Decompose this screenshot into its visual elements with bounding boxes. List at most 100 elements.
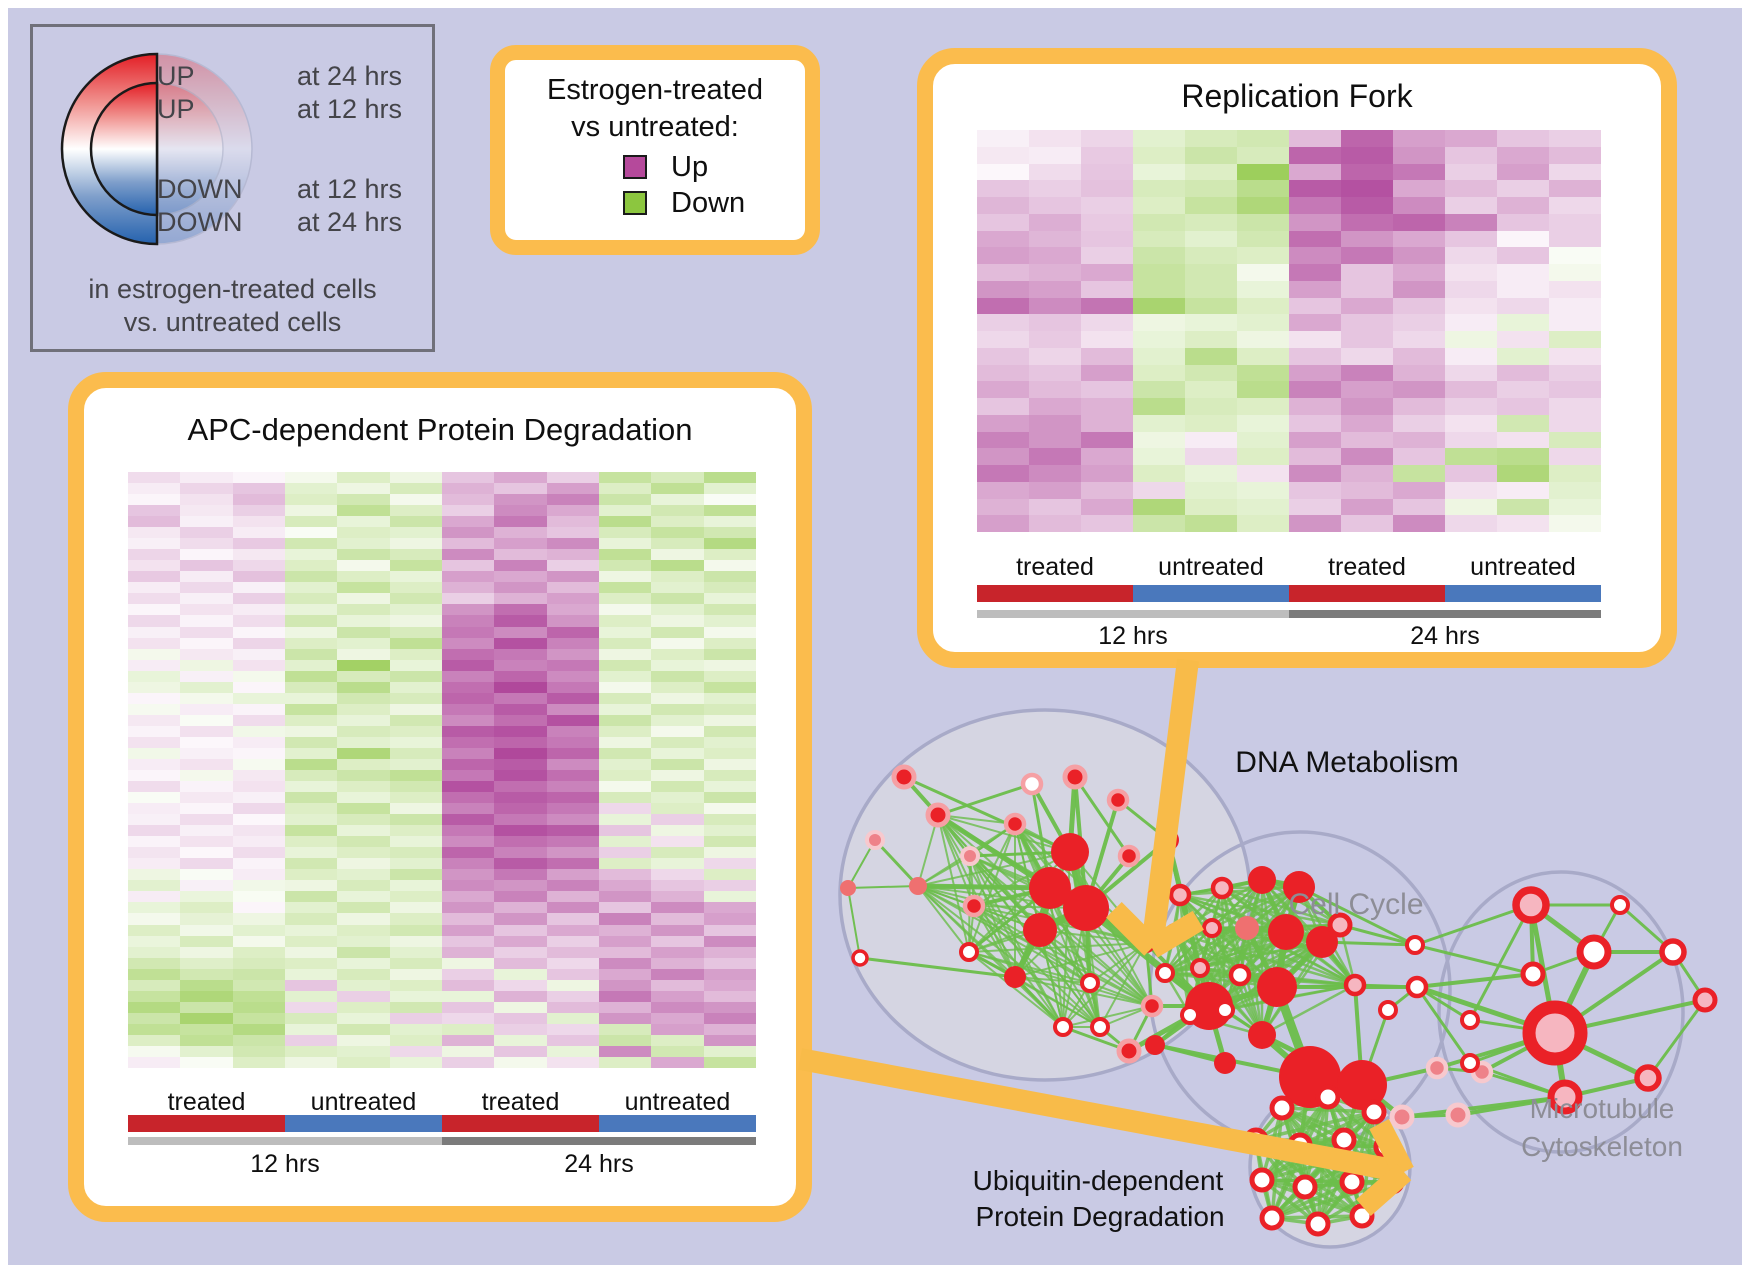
heatmap-cell	[1237, 515, 1289, 532]
heatmap-cell	[441, 913, 495, 925]
heatmap-cell	[651, 858, 704, 870]
heatmap-cell	[977, 180, 1029, 197]
arrow-replication-fork-to-dna-head	[1106, 901, 1160, 956]
heatmap-cell	[546, 924, 599, 936]
heatmap-cell	[128, 582, 181, 594]
heatmap-cell	[1393, 180, 1445, 197]
gene-node-rw	[1405, 935, 1425, 955]
heatmap-cell	[128, 692, 181, 704]
heatmap-cell	[1497, 398, 1549, 415]
gene-node-rw	[1228, 963, 1252, 987]
heatmap-cell	[232, 825, 285, 837]
network-edge	[1014, 976, 1101, 1028]
apc-condition-bars	[128, 1115, 756, 1132]
heatmap-cell	[1133, 213, 1185, 231]
heatmap-cell	[284, 483, 338, 495]
heatmap-cell	[337, 946, 390, 958]
gene-node-rw	[851, 949, 869, 967]
heatmap-cell	[180, 847, 233, 859]
heatmap-cell	[977, 280, 1029, 298]
heatmap-cell	[703, 549, 756, 561]
heatmap-cell	[494, 758, 547, 770]
heatmap-cell	[977, 481, 1029, 499]
heatmap-cell	[598, 781, 652, 793]
gene-node-rw	[1460, 1053, 1480, 1073]
heatmap-cell	[703, 1056, 756, 1068]
apc-heatmap-panel: APC-dependent Protein Degradation treate…	[68, 372, 812, 1222]
gene-node-rw	[1155, 963, 1175, 983]
heatmap-cell	[1081, 381, 1133, 398]
heatmap-cell	[977, 247, 1029, 264]
heatmap-cell	[441, 902, 495, 914]
heatmap-cell	[1393, 414, 1445, 432]
heatmap-cell	[389, 1012, 442, 1024]
heatmap-cell	[1185, 146, 1237, 164]
heatmap-cell	[703, 792, 756, 804]
heatmap-cell	[337, 527, 390, 539]
gene-node-s	[1306, 926, 1338, 958]
heatmap-cell	[494, 527, 547, 539]
heatmap-cell	[1445, 381, 1497, 398]
heatmap-cell	[1185, 364, 1237, 382]
heatmap-cell	[1185, 331, 1237, 348]
heatmap-cell	[389, 902, 442, 914]
heatmap-cell	[598, 847, 652, 859]
heatmap-cell	[441, 758, 495, 770]
heatmap-cell	[1237, 465, 1289, 482]
heatmap-cell	[1185, 314, 1237, 331]
heatmap-cell	[1341, 381, 1393, 398]
heatmap-cell	[1237, 481, 1289, 499]
heatmap-cell	[1289, 498, 1341, 516]
heatmap-cell	[1029, 264, 1081, 281]
heatmap-cell	[1341, 347, 1393, 365]
heatmap-cell	[598, 902, 652, 914]
heatmap-cell	[1289, 146, 1341, 164]
heatmap-cell	[1445, 414, 1497, 432]
heatmap-cell	[232, 703, 285, 715]
heatmap-cell	[180, 1023, 233, 1035]
network-edge	[937, 814, 975, 907]
heatmap-cell	[494, 858, 547, 870]
heatmap-cell	[284, 582, 338, 594]
heatmap-cell	[1549, 247, 1601, 264]
heatmap-cell	[546, 803, 599, 815]
heatmap-cell	[546, 990, 599, 1002]
heatmap-cell	[441, 747, 495, 759]
heatmap-cell	[1341, 448, 1393, 465]
heatmap-cell	[337, 957, 390, 969]
heatmap-cell	[1133, 448, 1185, 465]
heatmap-cell	[337, 538, 390, 550]
heatmap-cell	[651, 747, 704, 759]
heatmap-cell	[703, 692, 756, 704]
untreated-bar	[285, 1115, 442, 1132]
gene-node-pr	[1140, 994, 1164, 1018]
cluster-label-microtubule-line1: Microtubule	[1530, 1093, 1675, 1124]
network-edge	[1062, 942, 1147, 1028]
bar-12hrs	[128, 1137, 442, 1145]
heatmap-cell	[232, 626, 285, 638]
gene-node-rp	[1168, 883, 1192, 907]
heatmap-cell	[284, 990, 338, 1002]
heatmap-cell	[441, 781, 495, 793]
gene-node-rp	[1327, 912, 1353, 938]
heatmap-cell	[1549, 414, 1601, 432]
heatmap-cell	[651, 792, 704, 804]
apc-time-bars	[128, 1137, 756, 1145]
gene-node-rw	[1249, 1167, 1275, 1193]
heatmap-cell	[494, 769, 547, 782]
heatmap-cell	[1237, 180, 1289, 197]
heatmap-cell	[703, 1012, 756, 1024]
heatmap-cell	[284, 902, 338, 914]
heatmap-cell	[1549, 381, 1601, 398]
heatmap-cell	[546, 681, 599, 693]
gene-node-s	[1051, 833, 1089, 871]
heatmap-cell	[1341, 515, 1393, 532]
heatmap-cell	[651, 670, 704, 682]
heatmap-cell	[232, 593, 285, 605]
heatmap-cell	[441, 769, 495, 782]
heatmap-cell	[598, 505, 652, 517]
heatmap-cell	[494, 736, 547, 748]
heatmap-cell	[546, 847, 599, 859]
heatmap-cell	[337, 792, 390, 804]
heatmap-cell	[1081, 515, 1133, 532]
